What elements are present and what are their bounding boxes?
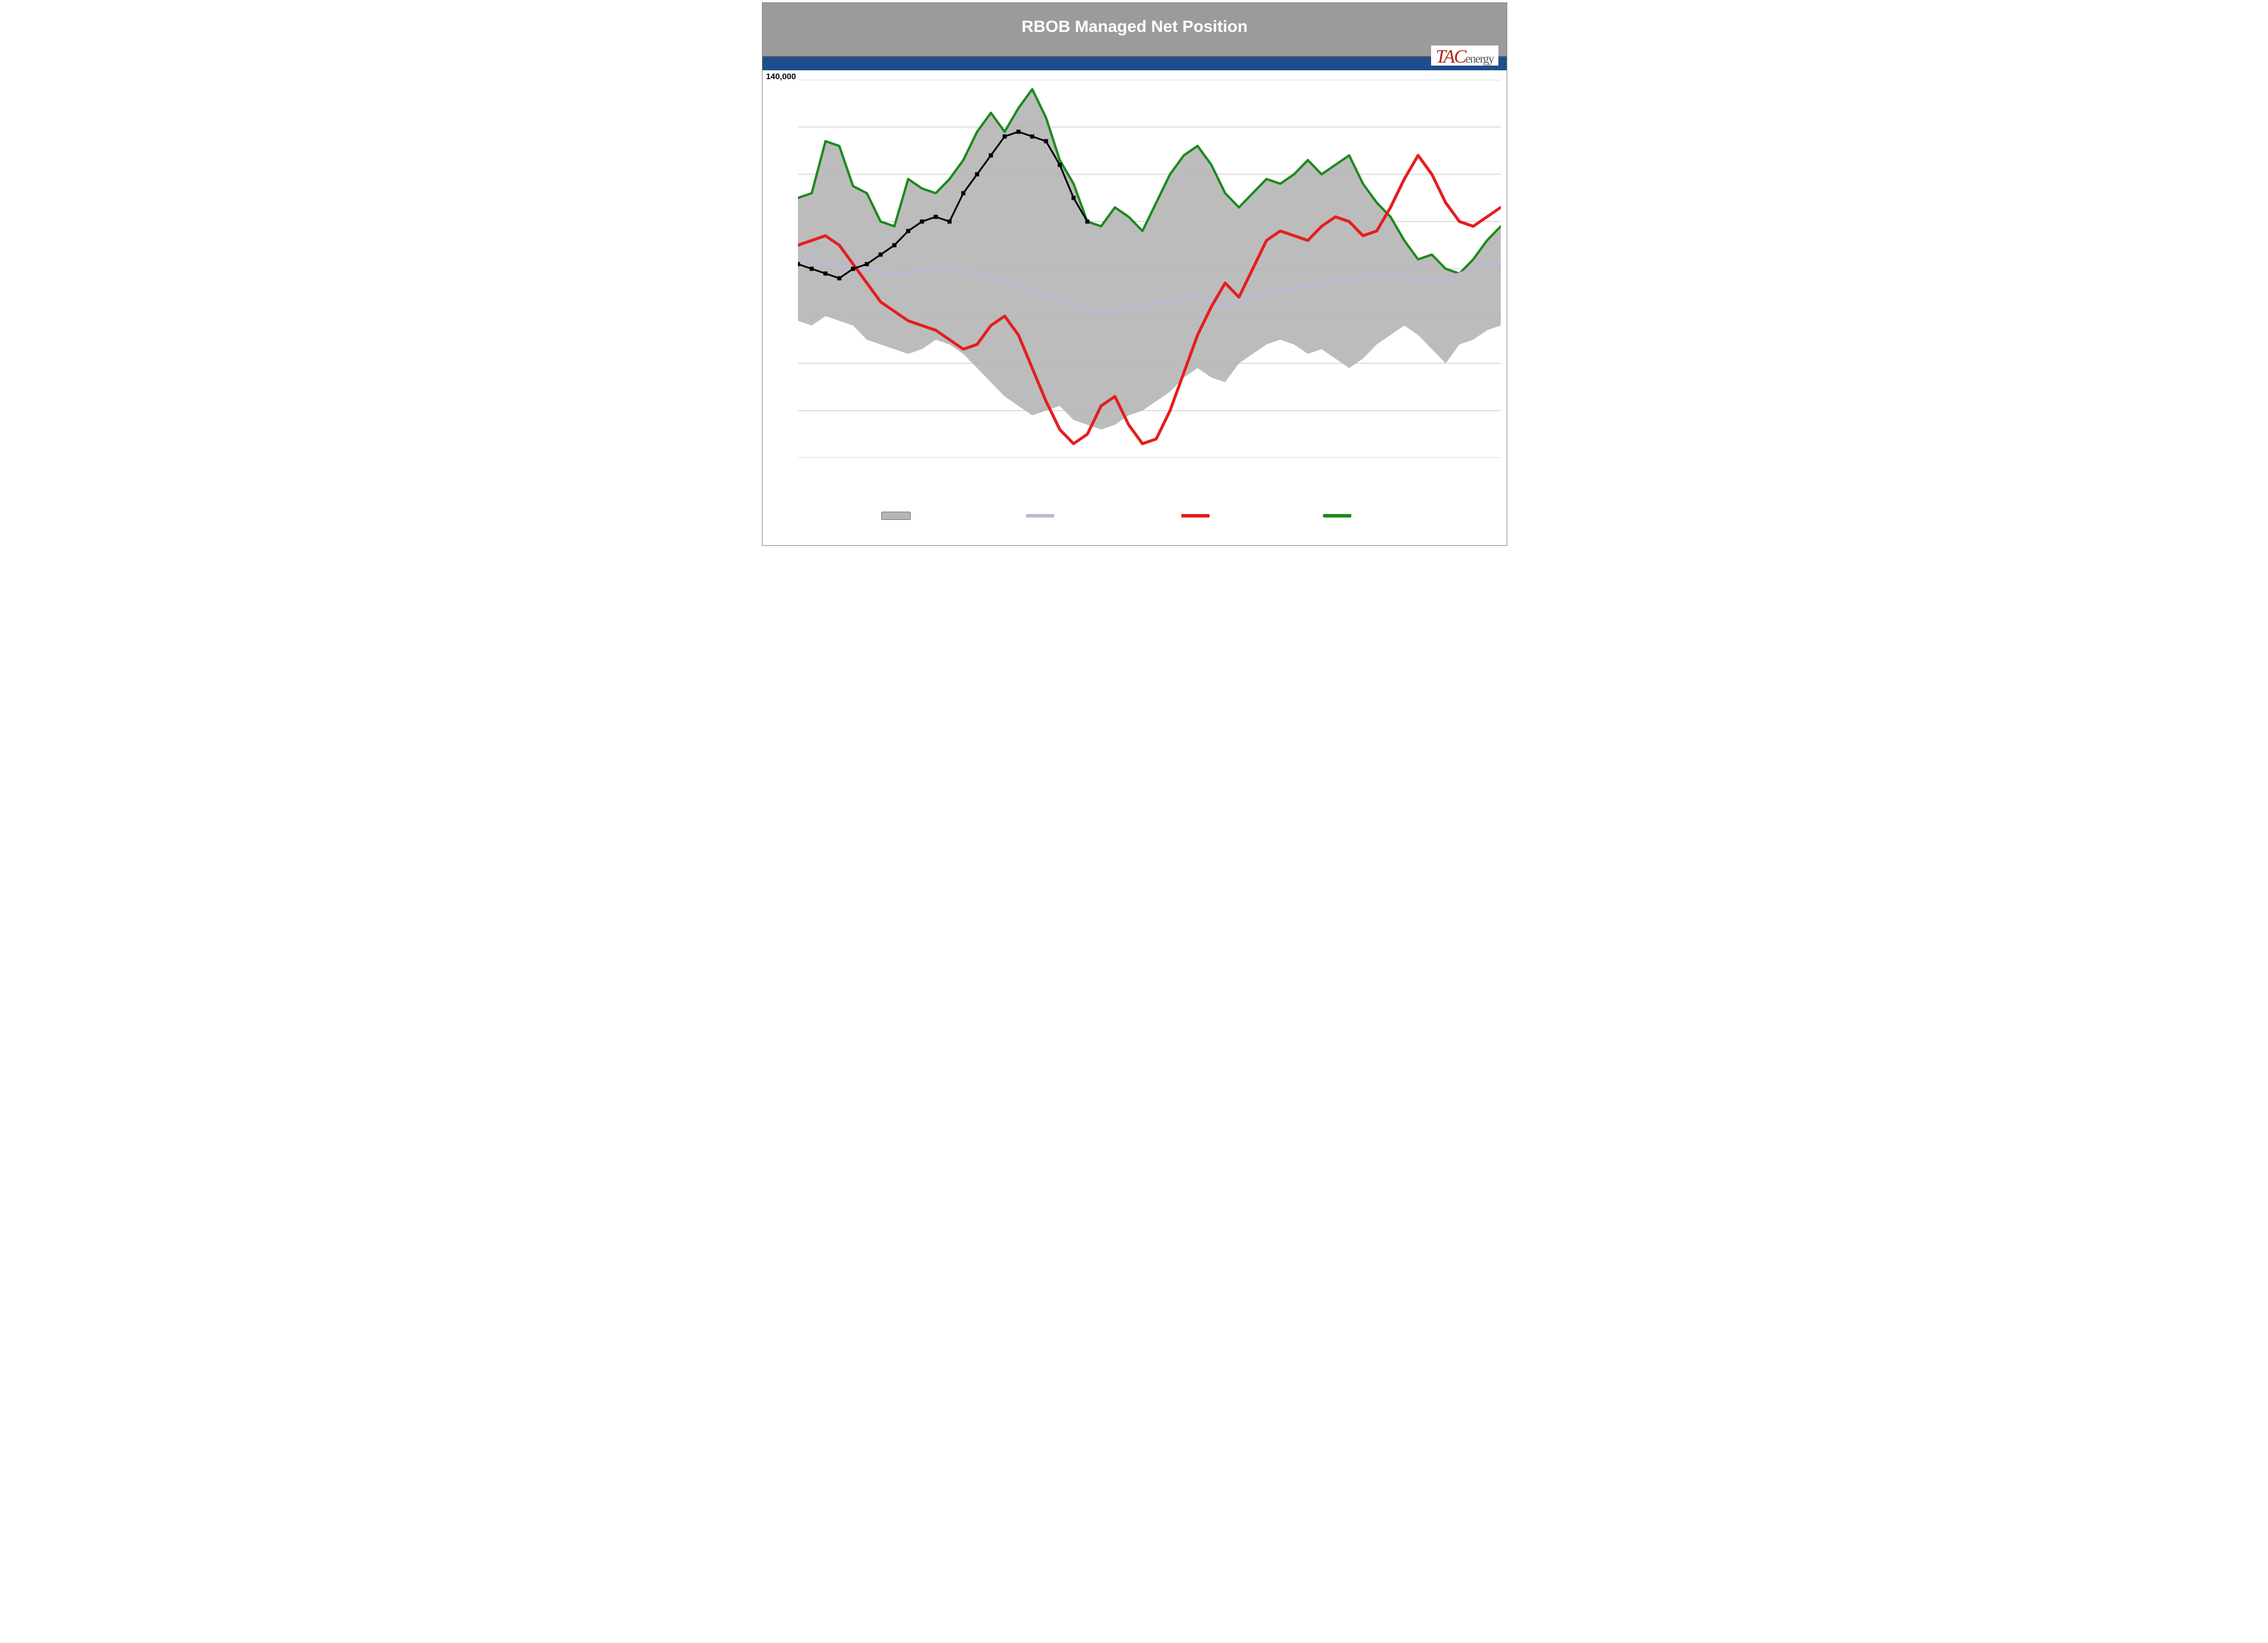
brand-logo: TACenergy (1431, 45, 1498, 66)
chart-container: RBOB Managed Net Position TACenergy 140,… (756, 0, 1512, 548)
legend-item-range: 5yr Range (881, 511, 955, 520)
accent-strip (762, 57, 1507, 70)
plot-area (798, 80, 1501, 458)
title-bar: RBOB Managed Net Position (762, 3, 1507, 57)
legend-item-avg: Seasonal Avg (1026, 511, 1110, 520)
legend: 5yr Range Seasonal Avg Prior Year 5yr Hi… (762, 504, 1507, 528)
logo-tac: TAC (1436, 45, 1465, 67)
chart-title: RBOB Managed Net Position (762, 3, 1507, 36)
logo-energy: energy (1465, 53, 1494, 66)
legend-swatch-prior (1181, 514, 1210, 518)
y-axis-max-label: 140,000 (766, 71, 796, 81)
legend-swatch-high (1323, 514, 1351, 518)
chart-frame: RBOB Managed Net Position TACenergy 140,… (762, 2, 1507, 546)
legend-swatch-avg (1026, 514, 1054, 518)
legend-item-prior: Prior Year (1181, 511, 1252, 520)
legend-item-high: 5yr High (1323, 511, 1388, 520)
legend-swatch-range (881, 512, 911, 520)
